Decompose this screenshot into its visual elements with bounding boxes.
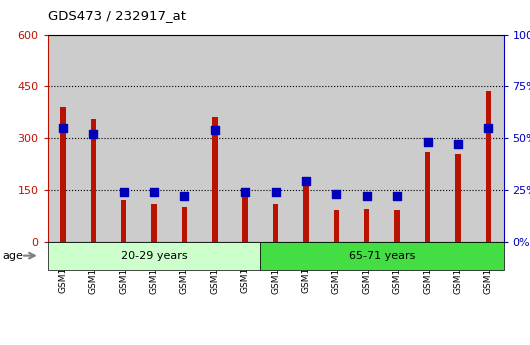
Bar [212, 117, 217, 242]
Point [484, 125, 492, 130]
Bar [425, 152, 430, 242]
Point [241, 189, 250, 195]
Point [454, 141, 462, 147]
Point [89, 131, 98, 137]
Bar [334, 210, 339, 241]
Bar [303, 181, 308, 241]
Point [119, 189, 128, 195]
Point [271, 189, 280, 195]
Bar [243, 195, 248, 242]
Point [210, 127, 219, 132]
Bar [485, 91, 491, 242]
Text: GDS473 / 232917_at: GDS473 / 232917_at [48, 9, 186, 22]
Point [332, 191, 341, 197]
Point [59, 125, 67, 130]
Bar [182, 207, 187, 242]
Bar [152, 204, 157, 241]
Text: age: age [3, 251, 23, 260]
Bar [455, 154, 461, 242]
Bar [394, 210, 400, 241]
Point [180, 193, 189, 199]
Bar [364, 209, 369, 242]
Bar [121, 200, 126, 242]
Point [302, 179, 310, 184]
Bar [273, 204, 278, 241]
Bar [91, 119, 96, 242]
Point [393, 193, 401, 199]
Text: 20-29 years: 20-29 years [121, 251, 188, 260]
Point [423, 139, 432, 145]
Bar [60, 107, 66, 242]
Point [363, 193, 371, 199]
Point [150, 189, 158, 195]
Text: 65-71 years: 65-71 years [349, 251, 415, 260]
